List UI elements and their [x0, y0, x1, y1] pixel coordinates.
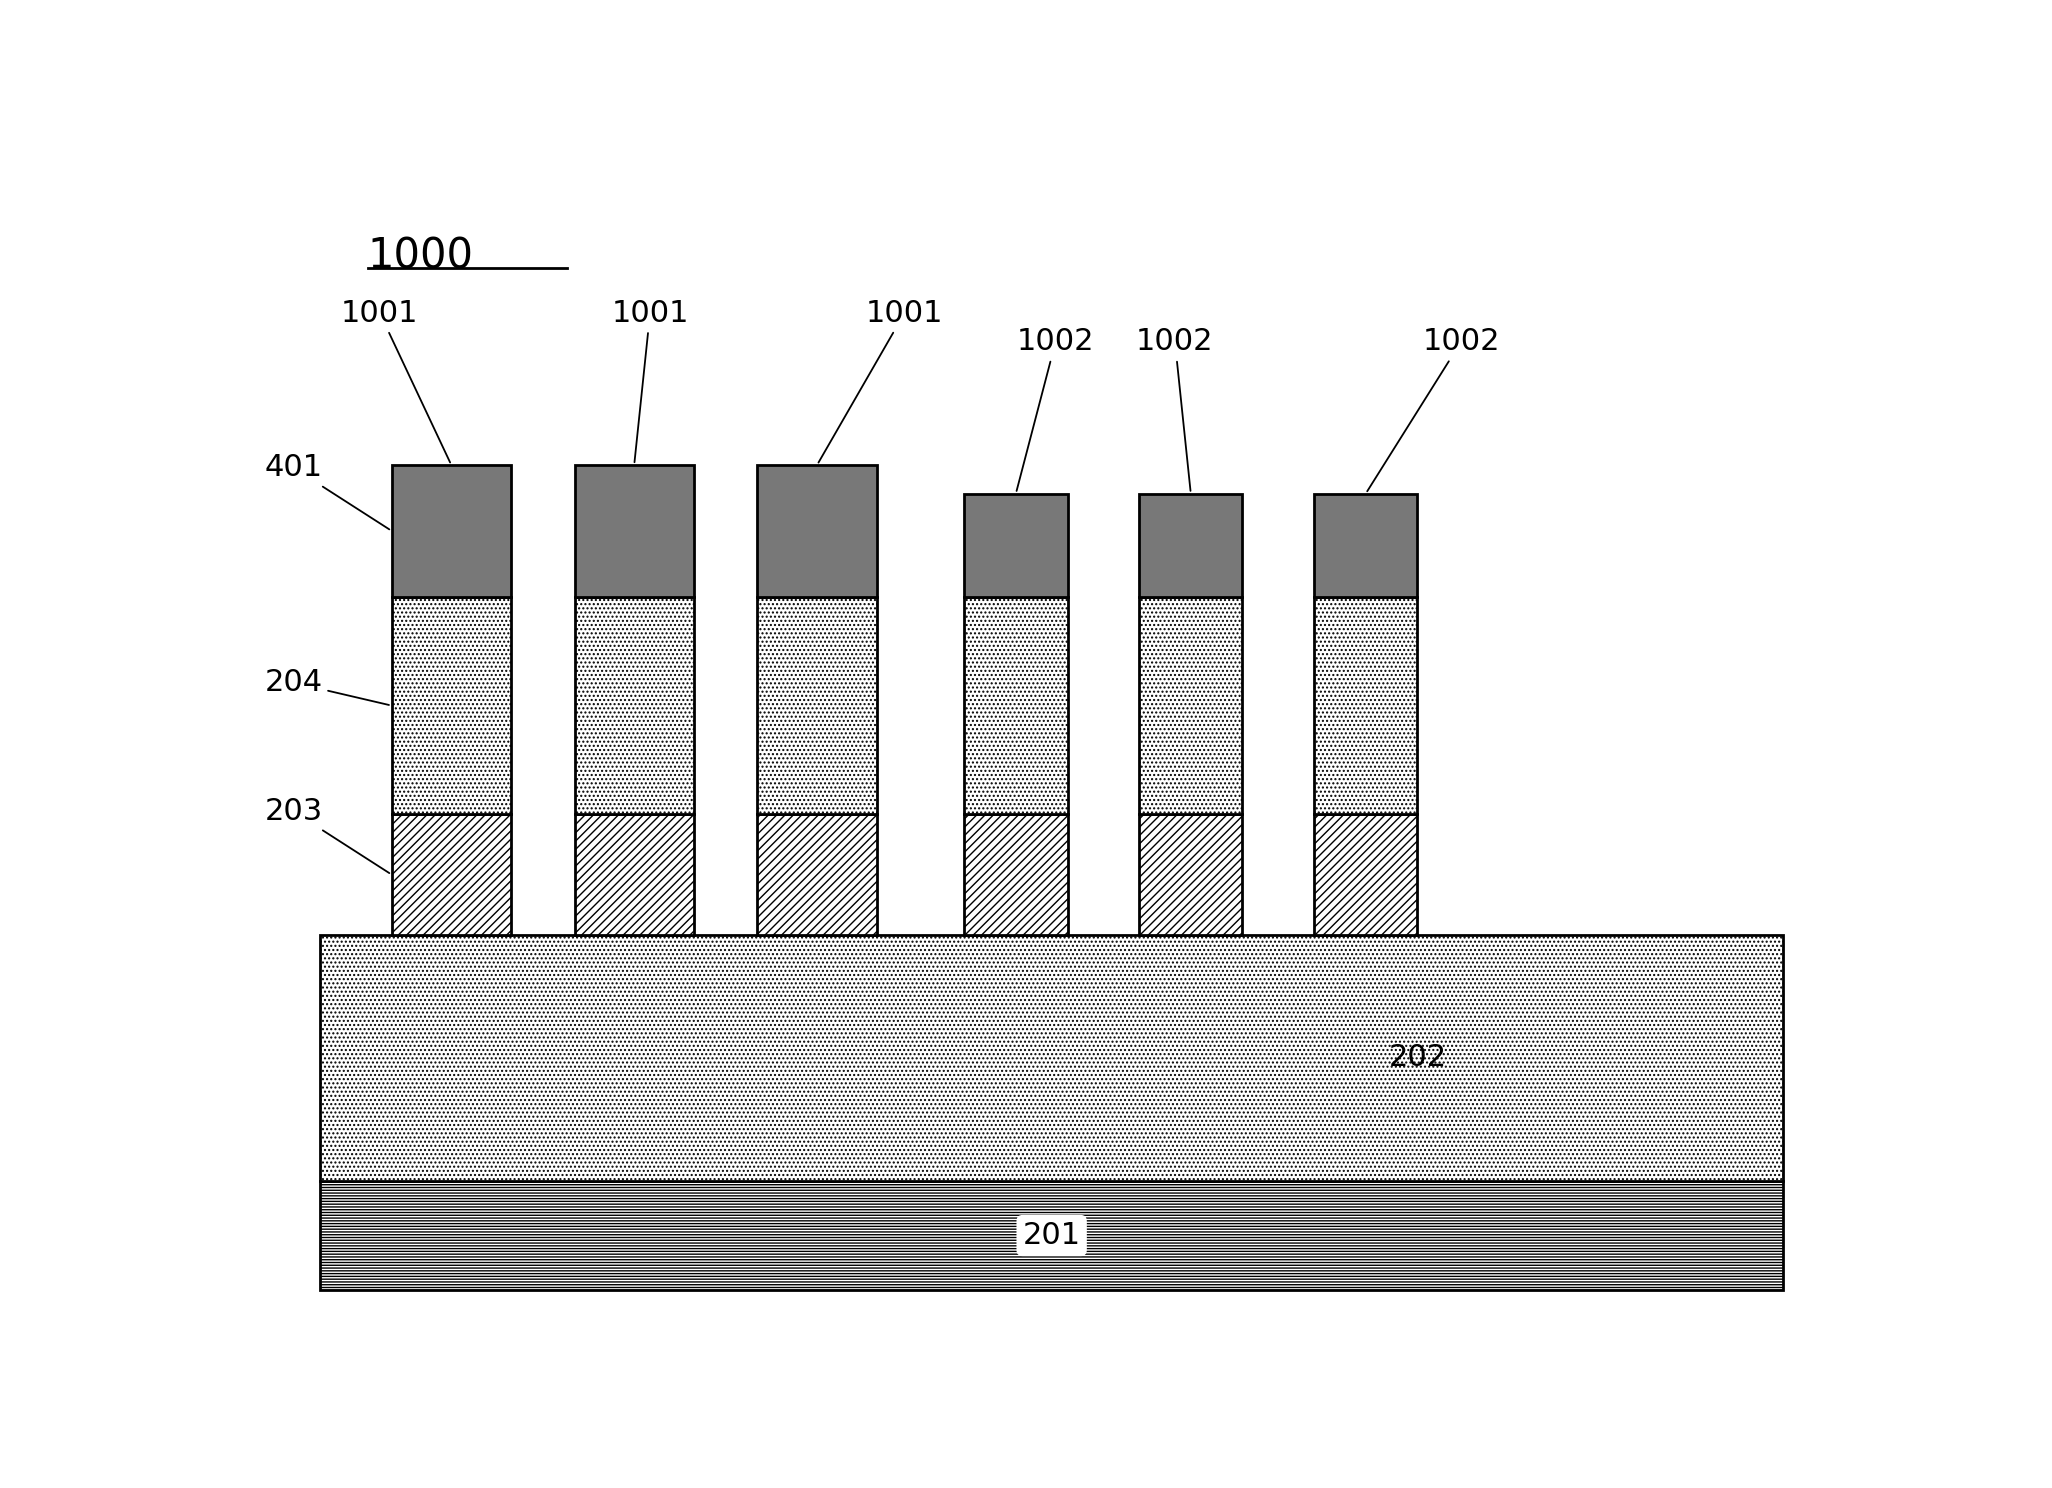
Text: 1000: 1000 [367, 235, 474, 278]
Bar [575, 464, 694, 597]
Bar [1139, 597, 1244, 814]
Text: 204: 204 [265, 668, 390, 705]
Bar [757, 597, 876, 814]
Bar [757, 814, 876, 934]
Bar [964, 494, 1067, 597]
Text: 1002: 1002 [1367, 327, 1500, 491]
Bar [1313, 494, 1418, 597]
Text: 202: 202 [1389, 1043, 1447, 1073]
Text: 1001: 1001 [611, 299, 689, 463]
Text: 401: 401 [265, 454, 390, 530]
Bar [1313, 814, 1418, 934]
Bar [964, 597, 1067, 814]
Bar [392, 814, 511, 934]
Bar [757, 464, 876, 597]
Text: 203: 203 [265, 798, 390, 873]
Bar [575, 597, 694, 814]
Text: 1001: 1001 [341, 299, 449, 463]
Bar [1139, 494, 1244, 597]
Bar [392, 597, 511, 814]
Bar [320, 934, 1783, 1181]
Bar [1139, 814, 1244, 934]
Text: 1002: 1002 [1016, 327, 1094, 491]
Bar [392, 464, 511, 597]
Text: 201: 201 [1022, 1222, 1081, 1250]
Bar [575, 814, 694, 934]
Bar [1313, 597, 1418, 814]
Text: 1001: 1001 [819, 299, 944, 463]
Text: 1002: 1002 [1137, 327, 1213, 491]
Bar [964, 814, 1067, 934]
Bar [320, 1181, 1783, 1290]
